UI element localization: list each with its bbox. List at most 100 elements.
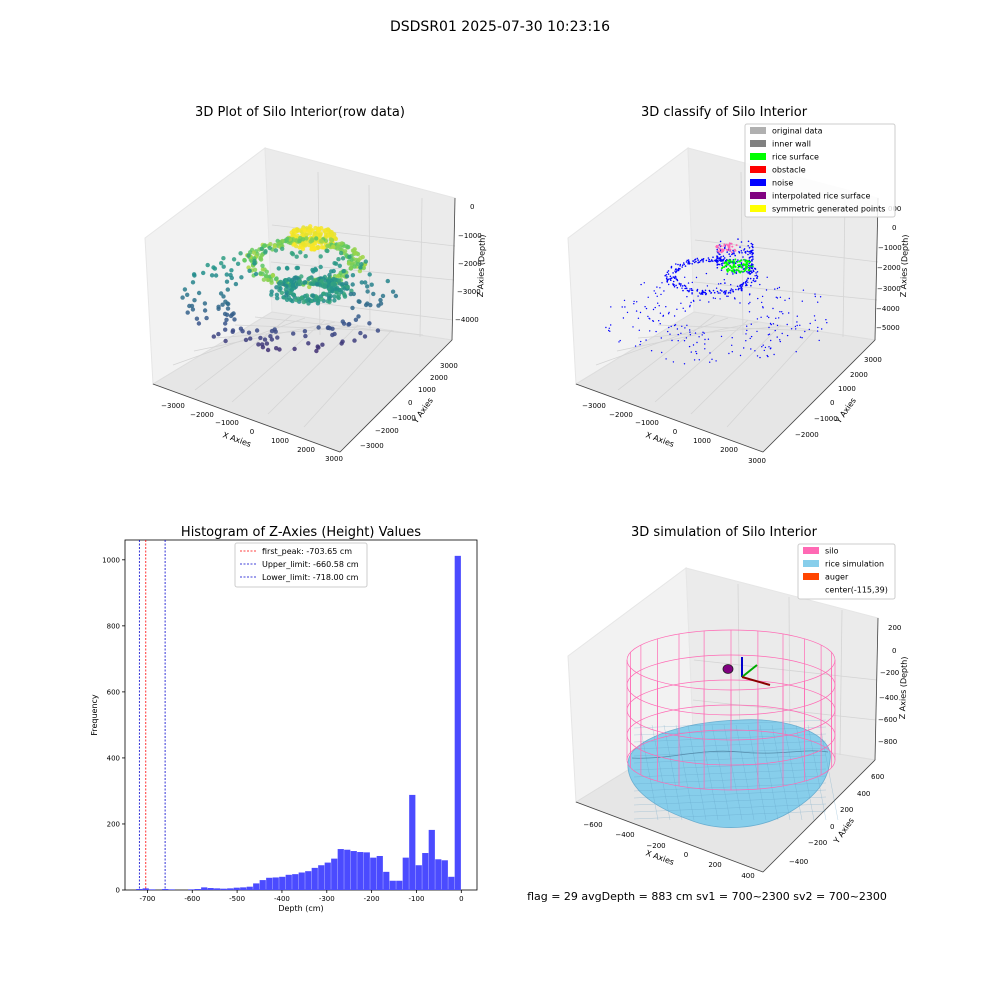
data-point [701, 293, 704, 295]
histogram-bar [149, 889, 156, 890]
data-point [712, 289, 715, 292]
data-point [350, 305, 355, 311]
histogram-bar [344, 849, 351, 890]
data-point [275, 296, 280, 301]
data-point [633, 303, 635, 305]
data-point [261, 277, 267, 282]
data-point [719, 240, 722, 243]
histogram-bar [292, 874, 299, 890]
data-point [685, 287, 688, 290]
data-point [745, 280, 748, 283]
data-point [380, 293, 386, 299]
data-point [752, 258, 754, 260]
data-point [732, 269, 735, 271]
data-point [752, 264, 754, 266]
data-point [647, 296, 649, 298]
data-point [675, 278, 677, 280]
data-point [679, 263, 682, 266]
legend-label: obstacle [772, 166, 806, 175]
y-tick-label: 600 [871, 773, 884, 781]
z-tick-label: −3000 [457, 288, 481, 296]
data-point [743, 258, 745, 261]
data-point [709, 352, 711, 354]
y-ticks: −2000 −1000 0 1000 2000 3000 [795, 356, 882, 439]
data-point [216, 331, 221, 337]
data-point [659, 323, 661, 325]
data-point [702, 291, 704, 293]
data-point [677, 269, 680, 272]
histogram-bar [298, 872, 305, 890]
z-ticks: −5000 −4000 −3000 −2000 −1000 0 000 [876, 205, 902, 332]
x-tick-label: 0 [459, 895, 463, 903]
histogram-bar [383, 871, 390, 890]
data-point [671, 339, 673, 342]
mesh-line [633, 740, 827, 750]
data-point [190, 307, 196, 312]
data-point [680, 302, 682, 304]
x-axis-line [575, 801, 764, 873]
data-point [363, 280, 368, 285]
auger-axis-x [741, 676, 771, 686]
data-point [316, 325, 321, 330]
data-point [339, 250, 344, 256]
data-point [369, 282, 374, 287]
data-point [748, 294, 751, 296]
data-point [779, 311, 781, 313]
data-point [776, 287, 779, 290]
data-point [639, 343, 641, 346]
panel-raw-data-title: 3D Plot of Silo Interior(row data) [195, 105, 405, 120]
legend-swatch [750, 153, 766, 160]
data-point [751, 255, 754, 258]
data-point [786, 334, 789, 337]
data-point [801, 337, 803, 339]
data-point [311, 278, 316, 283]
data-point [338, 288, 343, 293]
data-point [746, 263, 749, 266]
data-point [745, 284, 748, 287]
data-point [676, 308, 678, 310]
data-point [740, 289, 743, 291]
data-point [660, 337, 662, 339]
data-point [737, 264, 740, 267]
data-point [679, 265, 681, 267]
data-point [263, 250, 268, 255]
data-point [673, 315, 676, 317]
data-point [697, 295, 699, 297]
y-tick-label: 200 [107, 820, 120, 828]
data-point [686, 296, 688, 298]
data-point [730, 269, 733, 272]
data-point [223, 327, 228, 332]
data-point [702, 331, 704, 333]
simulation-title: 3D simulation of Silo Interior [631, 525, 818, 540]
y-tick-label: 200 [840, 806, 853, 814]
data-point [276, 241, 281, 246]
data-point [722, 259, 724, 261]
data-point [727, 263, 730, 266]
data-point [658, 305, 660, 307]
data-point [690, 289, 692, 292]
data-point [730, 284, 732, 286]
data-point [745, 340, 747, 342]
data-point [726, 273, 728, 275]
data-point [352, 264, 357, 269]
data-point [715, 245, 718, 247]
mesh-line [633, 782, 827, 792]
data-point [307, 275, 313, 281]
data-point [267, 245, 272, 251]
data-point [347, 254, 352, 259]
data-point [736, 260, 739, 263]
data-point [258, 335, 263, 341]
data-point [319, 296, 324, 302]
rice-ridge [631, 750, 829, 759]
data-point [367, 272, 372, 277]
x-tick-label: −400 [615, 831, 634, 839]
data-point [778, 286, 781, 289]
data-point [747, 281, 749, 283]
data-point [796, 321, 798, 323]
data-point [644, 306, 646, 308]
histogram-plot-area [124, 539, 478, 891]
data-point [704, 348, 706, 350]
histogram-bar [357, 852, 364, 890]
data-point [344, 281, 349, 286]
data-point [754, 280, 756, 283]
